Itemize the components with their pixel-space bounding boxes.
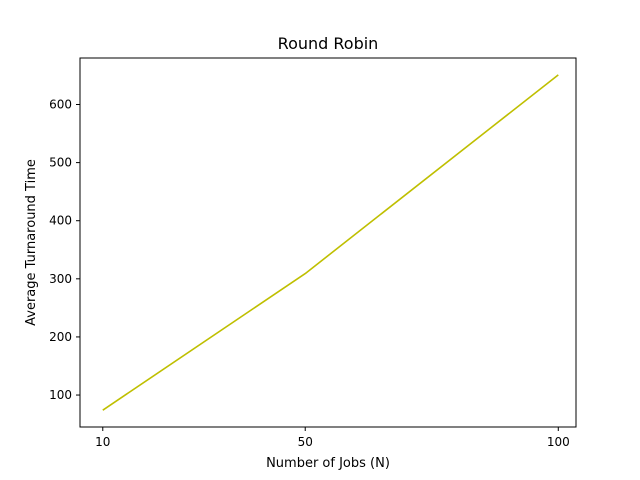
x-axis-ticks: 10 50 100 (95, 427, 570, 449)
plot-area (80, 58, 576, 427)
y-tick-label: 100 (49, 388, 72, 402)
y-axis-label: Average Turnaround Time (24, 159, 39, 326)
x-tick-label: 10 (95, 435, 110, 449)
x-axis-label: Number of Jobs (N) (266, 456, 390, 471)
y-tick-label: 200 (49, 330, 72, 344)
y-tick-label: 300 (49, 272, 72, 286)
x-tick-label: 100 (547, 435, 570, 449)
y-tick-label: 400 (49, 214, 72, 228)
series-line (102, 74, 559, 411)
series-layer (102, 74, 559, 411)
plot-frame (79, 57, 577, 428)
chart-title: Round Robin (278, 34, 379, 53)
y-tick-label: 600 (49, 97, 72, 111)
y-tick-label: 500 (49, 156, 72, 170)
x-tick-label: 50 (298, 435, 313, 449)
y-axis-ticks: 100 200 300 400 500 600 (49, 97, 80, 402)
